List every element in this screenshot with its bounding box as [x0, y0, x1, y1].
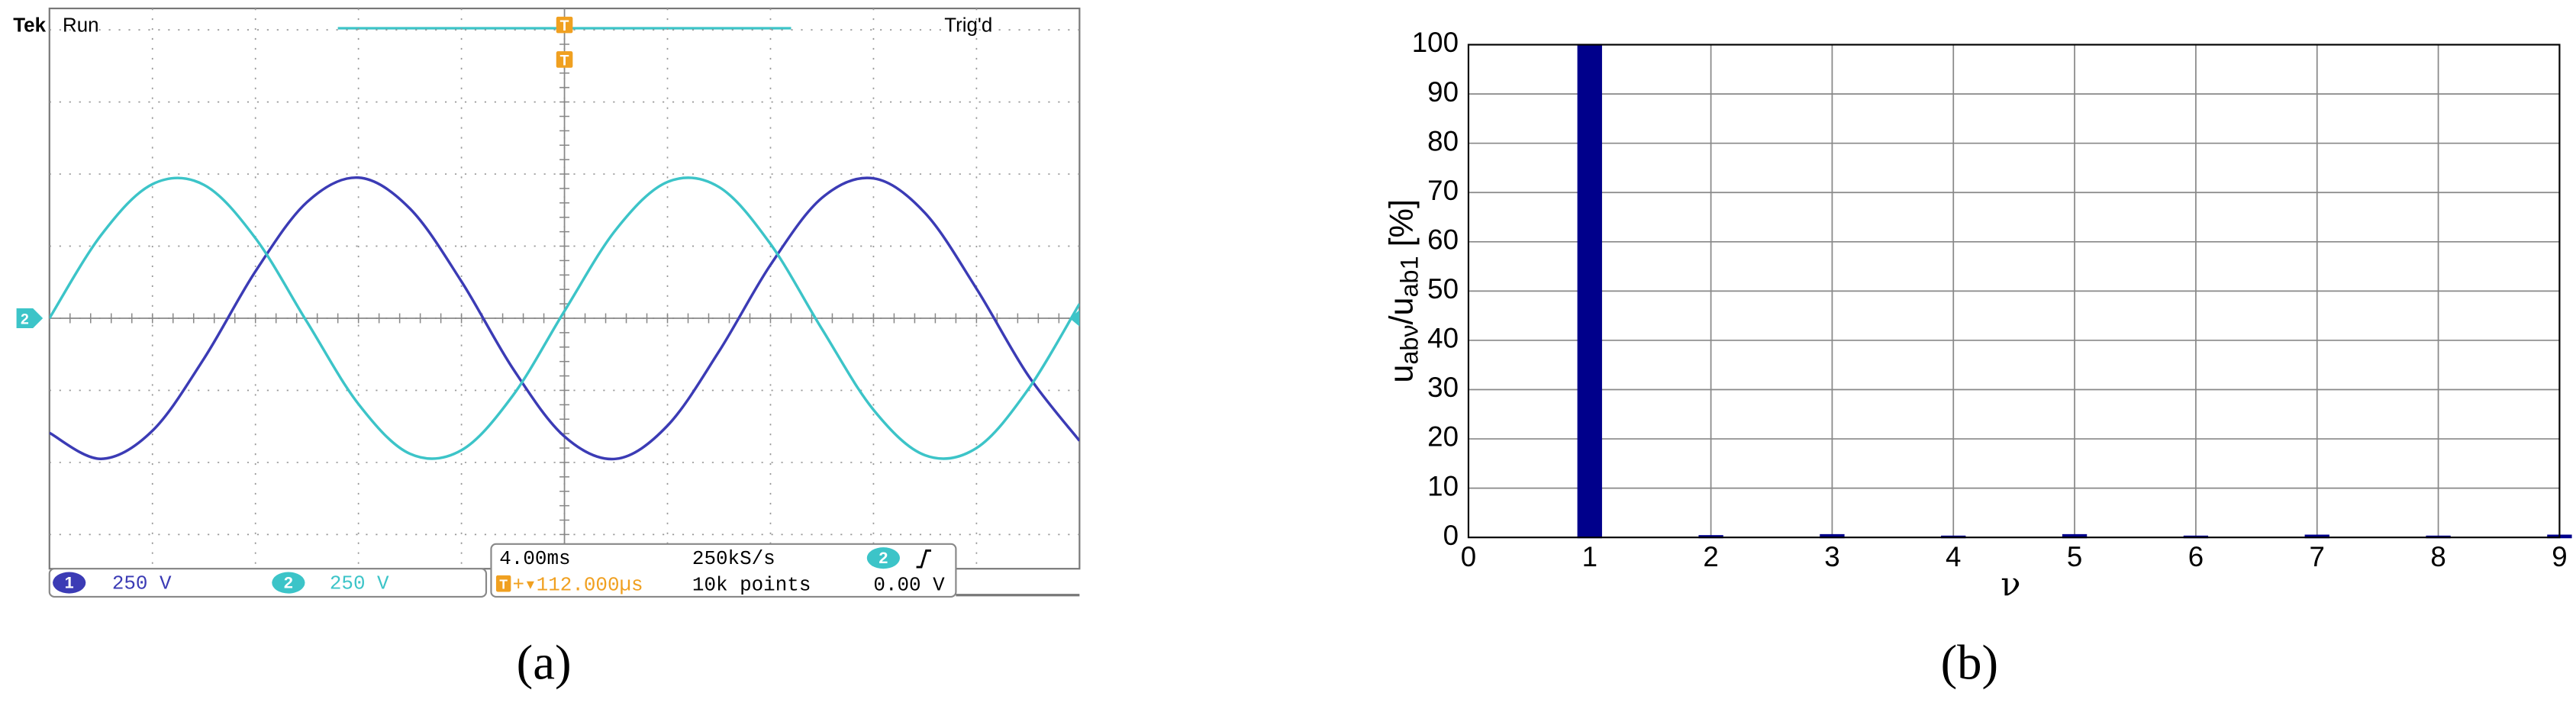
y-tick-label: 60: [1427, 224, 1459, 255]
caption: (a): [517, 636, 572, 691]
y-tick-label: 10: [1427, 470, 1459, 501]
level-marker: [1069, 310, 1080, 327]
channel-badge: [53, 572, 86, 594]
y-tick-label: 20: [1427, 421, 1459, 453]
trigger-offset-badge: [495, 575, 511, 592]
channel-badge-label: 2: [284, 572, 293, 591]
channel-marker: [16, 308, 44, 328]
run-state: Run: [63, 15, 99, 37]
sample-rate: 250kS/s: [692, 547, 775, 570]
trigger-offset: +▾112.000µs: [513, 574, 643, 597]
y-tick-label: 80: [1427, 125, 1459, 156]
y-tick-label: 40: [1427, 323, 1459, 354]
y-tick-label: 100: [1412, 27, 1459, 58]
channel-marker-label: 2: [21, 311, 29, 327]
x-tick-label: 2: [1703, 541, 1718, 572]
y-axis-label: uabν/uab1 [%]: [1384, 199, 1423, 383]
x-tick-label: 3: [1824, 541, 1839, 572]
x-tick-label: 4: [1946, 541, 1961, 572]
waveform: [49, 176, 1080, 461]
channel-scale: 250 V: [112, 572, 172, 595]
record-length: 10k points: [692, 574, 811, 597]
trigger-slope: [916, 549, 932, 569]
channel-scale: 250 V: [330, 572, 389, 595]
y-tick-label: 90: [1427, 76, 1459, 108]
y-axis-label-part: abν: [1396, 324, 1423, 364]
y-axis-label-part: [%]: [1384, 199, 1420, 256]
channel-status: [48, 568, 488, 598]
x-tick-label: 1: [1582, 541, 1598, 572]
x-tick-label: 7: [2310, 541, 2325, 572]
timebase-status: [490, 543, 957, 598]
trigger-marker-label: T: [560, 18, 569, 34]
time-per-div: 4.00ms: [499, 547, 570, 570]
trigger-marker: [556, 16, 573, 34]
brand: Tek: [13, 15, 46, 37]
axes-box: [1467, 44, 2561, 539]
trigger-marker: [556, 51, 573, 68]
y-axis-label-part: ab1: [1396, 256, 1423, 297]
channel-badge: [272, 572, 305, 594]
x-tick-label: 8: [2430, 541, 2445, 572]
x-tick-label: 0: [1461, 541, 1476, 572]
trigger-marker-label: T: [560, 52, 569, 69]
trigger-offset-badge-label: T: [499, 576, 508, 591]
x-tick-label: 5: [2067, 541, 2082, 572]
trigger-source: 2: [879, 548, 888, 567]
trigger-level: 0.00 V: [873, 574, 945, 597]
y-tick-label: 30: [1427, 372, 1459, 403]
y-axis-label-part: u: [1384, 365, 1420, 383]
caption: (b): [1941, 636, 1999, 691]
y-axis-label-part: /u: [1384, 297, 1420, 324]
y-tick-label: 50: [1427, 273, 1459, 305]
x-tick-label: 9: [2552, 541, 2567, 572]
channel-badge-label: 1: [65, 572, 74, 591]
trigger-source-badge: [866, 547, 900, 569]
trigger-status: Trig'd: [944, 15, 992, 37]
x-axis-label: ν: [2001, 566, 2020, 604]
y-tick-label: 70: [1427, 175, 1459, 206]
waveform: [49, 176, 1080, 460]
x-tick-label: 6: [2188, 541, 2204, 572]
bar: [1577, 44, 1602, 539]
y-tick-label: 0: [1443, 520, 1459, 551]
